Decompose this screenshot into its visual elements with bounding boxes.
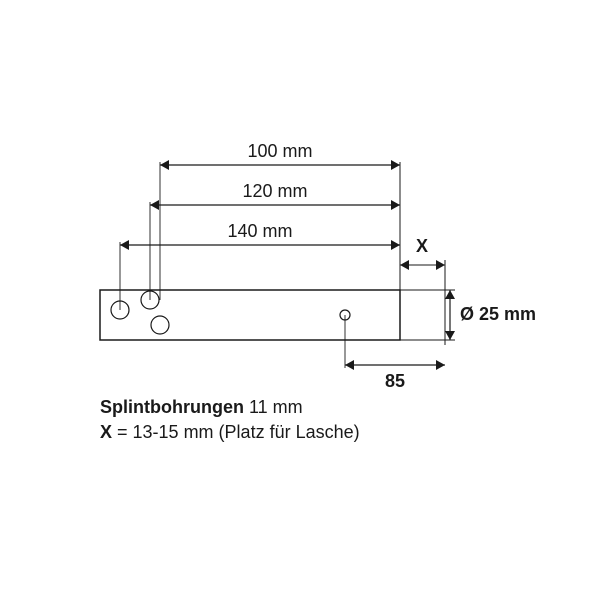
note-splintbohrungen: Splintbohrungen 11 mm [100, 395, 303, 420]
svg-text:X: X [416, 236, 428, 256]
svg-text:85: 85 [385, 371, 405, 391]
svg-text:120 mm: 120 mm [242, 181, 307, 201]
hole-2 [151, 316, 169, 334]
svg-text:140 mm: 140 mm [227, 221, 292, 241]
technical-drawing: 100 mm 120 mm 140 mm X Ø 25 mm 85 [0, 0, 600, 600]
note-x: X = 13-15 mm (Platz für Lasche) [100, 420, 360, 445]
svg-text:Ø 25 mm: Ø 25 mm [460, 304, 536, 324]
svg-text:100 mm: 100 mm [247, 141, 312, 161]
